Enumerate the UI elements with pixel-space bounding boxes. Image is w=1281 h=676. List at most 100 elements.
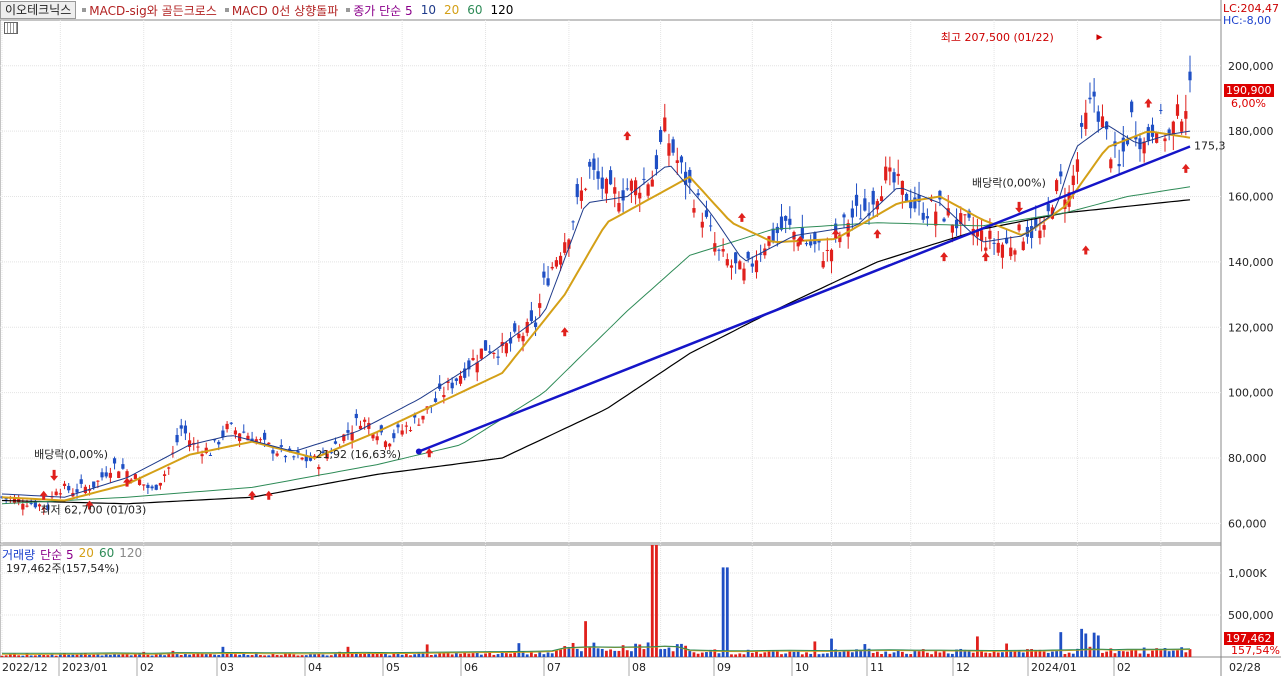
y-tick-label: 120,000 <box>1228 321 1274 334</box>
candle-body <box>571 221 575 223</box>
candle-body <box>1000 244 1005 258</box>
volume-title[interactable]: 거래량 <box>2 548 36 562</box>
volume-bar <box>734 654 738 657</box>
volume-bar <box>1013 651 1017 657</box>
volume-header: 거래량 단순 5 20 60 120 <box>2 546 147 563</box>
candle-body <box>404 425 408 427</box>
volume-bar <box>996 652 1000 657</box>
candle-body <box>1159 109 1163 111</box>
volume-bar <box>951 653 954 657</box>
candle-body <box>763 248 767 256</box>
candle-body <box>475 362 479 373</box>
volume-bar <box>1088 646 1092 657</box>
candle-body <box>746 252 750 259</box>
x-tick-label: 10 <box>795 661 809 674</box>
volume-bar <box>1026 649 1029 657</box>
x-tick-label: 2022/12 <box>2 661 48 674</box>
volume-bar <box>646 642 650 657</box>
candle-body <box>325 453 329 459</box>
candle-body <box>1125 139 1130 145</box>
volume-bar <box>792 651 796 657</box>
volume-bar <box>875 651 879 657</box>
volume-bar <box>309 654 312 657</box>
volume-bar <box>479 654 483 657</box>
volume-bar <box>834 649 838 657</box>
volume-bar <box>125 653 129 657</box>
candle-body <box>1042 225 1046 230</box>
volume-bar <box>663 648 667 657</box>
indicator-close-ma[interactable]: 종가 단순 5 <box>353 3 413 18</box>
volume-bar <box>459 653 462 657</box>
volume-bar <box>713 649 717 657</box>
candle-body <box>546 278 550 286</box>
grid-icon[interactable] <box>4 22 18 34</box>
candle-body <box>942 218 946 222</box>
candle-body <box>1180 121 1184 132</box>
candle-body <box>754 260 759 273</box>
candle-body <box>654 155 659 170</box>
volume-bar <box>638 644 642 657</box>
chart-annotation: 최고 207,500 (01/22) <box>941 31 1054 44</box>
candle-body <box>742 268 746 281</box>
candle-body <box>304 455 308 462</box>
volume-bar <box>750 652 754 657</box>
volume-bar <box>175 654 179 657</box>
candle-body <box>629 180 634 191</box>
candle-body <box>834 223 838 233</box>
volume-bar <box>717 653 721 657</box>
indicator-macd-zero[interactable]: MACD 0선 상향돌파 <box>231 3 339 18</box>
volume-bar <box>417 652 421 657</box>
volume-bar <box>204 654 208 657</box>
volume-bar <box>446 652 450 657</box>
stock-name[interactable]: 이오테크닉스 <box>0 1 77 19</box>
volume-bar <box>938 652 942 657</box>
indicator-macd-golden[interactable]: MACD-sig와 골든크로스 <box>89 3 217 18</box>
volume-bar <box>67 654 71 657</box>
volume-bar <box>79 653 83 657</box>
candle-body <box>183 425 188 434</box>
volume-bar <box>705 652 708 657</box>
volume-bar <box>167 653 171 657</box>
volume-bar <box>688 650 692 657</box>
candle-body <box>67 485 71 491</box>
candle-body <box>817 239 821 243</box>
volume-bar <box>746 649 750 657</box>
candle-body <box>738 261 742 270</box>
candle-body <box>396 424 400 428</box>
candle-body <box>196 446 200 448</box>
volume-bar <box>242 653 246 657</box>
volume-bar <box>404 653 408 657</box>
volume-bar <box>588 647 592 657</box>
buy-signal-arrow <box>737 212 746 222</box>
volume-bar <box>50 654 54 657</box>
candle-body <box>583 188 588 190</box>
volume-bar <box>1180 647 1184 657</box>
volume-bar <box>392 652 396 657</box>
candle-body <box>896 173 900 177</box>
candle-body <box>75 489 79 493</box>
buy-signal-arrow <box>1081 245 1090 255</box>
candle-body <box>342 434 346 441</box>
volume-bar <box>850 652 854 657</box>
x-tick-label: 2024/01 <box>1031 661 1077 674</box>
volume-bar <box>867 648 871 657</box>
volume-bar <box>379 653 383 657</box>
candle-body <box>621 190 625 201</box>
volume-bar <box>1159 650 1163 657</box>
buy-signal-arrow <box>940 252 949 262</box>
volume-bar <box>342 652 346 657</box>
x-tick-label: 2023/01 <box>62 661 108 674</box>
candle-body <box>1130 101 1134 113</box>
volume-bar <box>892 652 896 657</box>
volume-bar <box>275 655 279 657</box>
volume-bar <box>721 567 725 657</box>
candle-body <box>288 448 292 451</box>
volume-bar <box>692 652 696 657</box>
volume-tick-label: 1,000K <box>1228 567 1267 580</box>
candle-body <box>1188 71 1192 81</box>
volume-bar <box>229 652 233 657</box>
candle-body <box>625 188 629 190</box>
candle-body <box>137 479 142 485</box>
volume-bar <box>0 655 4 657</box>
candle-body <box>996 242 1000 253</box>
